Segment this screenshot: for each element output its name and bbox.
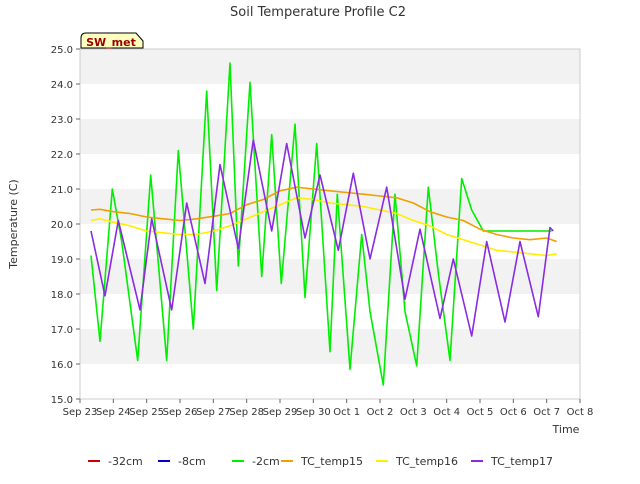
x-tick-label: Oct 8	[567, 407, 594, 418]
x-tick-label: Sep 24	[96, 407, 131, 418]
y-tick-label: 20.0	[51, 220, 73, 231]
station-label: SW_met	[86, 36, 136, 49]
y-tick-label: 22.0	[51, 150, 73, 161]
x-tick-label: Sep 28	[229, 407, 264, 418]
legend-label: -2cm	[252, 455, 280, 468]
series-layer	[90, 62, 557, 386]
x-tick-label: Oct 5	[467, 407, 494, 418]
station-label-box: SW_met	[80, 32, 144, 49]
x-tick-label: Oct 6	[500, 407, 527, 418]
y-tick-label: 24.0	[51, 80, 73, 91]
x-tick-label: Oct 1	[333, 407, 360, 418]
grid-band	[80, 259, 580, 294]
grid-band	[80, 364, 580, 399]
y-tick-label: 15.0	[51, 395, 73, 406]
legend: -32cm -8cm -2cm TC_temp15 TC_temp16 TC_temp17	[88, 455, 553, 468]
grid-band	[80, 84, 580, 119]
legend-label: TC_temp16	[395, 455, 458, 468]
series-line-tc-temp17	[90, 139, 554, 337]
y-tick-label: 18.0	[51, 290, 73, 301]
series-line-tc-temp16	[90, 197, 557, 257]
y-tick-label: 19.0	[51, 255, 73, 266]
y-tick-label: 23.0	[51, 115, 73, 126]
x-tick-label: Sep 30	[296, 407, 331, 418]
legend-label: -32cm	[108, 455, 143, 468]
x-tick-label: Oct 3	[400, 407, 427, 418]
grid-bands	[80, 49, 580, 399]
series-line-tc-temp15	[90, 186, 557, 243]
grid-band	[80, 224, 580, 259]
x-tick-label: Oct 2	[367, 407, 394, 418]
x-tick-label: Oct 4	[433, 407, 460, 418]
grid-band	[80, 119, 580, 154]
grid-band	[80, 154, 580, 189]
x-tick-label: Sep 25	[129, 407, 164, 418]
legend-label: -8cm	[178, 455, 206, 468]
legend-label: TC_temp17	[490, 455, 553, 468]
grid-band	[80, 294, 580, 329]
y-tick-label: 16.0	[51, 360, 73, 371]
x-axis-label: Time	[552, 423, 580, 436]
chart-title: Soil Temperature Profile C2	[230, 5, 406, 20]
y-tick-label: 25.0	[51, 45, 73, 56]
x-tick-label: Sep 26	[163, 407, 198, 418]
y-axis-label: Temperature (C)	[7, 179, 20, 269]
y-axis: 15.0 16.0 17.0 18.0 19.0 20.0 21.0 22.0 23.0 24.0…	[51, 45, 80, 406]
y-tick-label: 21.0	[51, 185, 73, 196]
x-tick-label: Sep 23	[63, 407, 98, 418]
grid-band	[80, 49, 580, 84]
y-tick-label: 17.0	[51, 325, 73, 336]
legend-label: TC_temp15	[300, 455, 363, 468]
x-tick-label: Sep 27	[196, 407, 231, 418]
x-tick-label: Sep 29	[263, 407, 298, 418]
x-tick-label: Oct 7	[533, 407, 560, 418]
